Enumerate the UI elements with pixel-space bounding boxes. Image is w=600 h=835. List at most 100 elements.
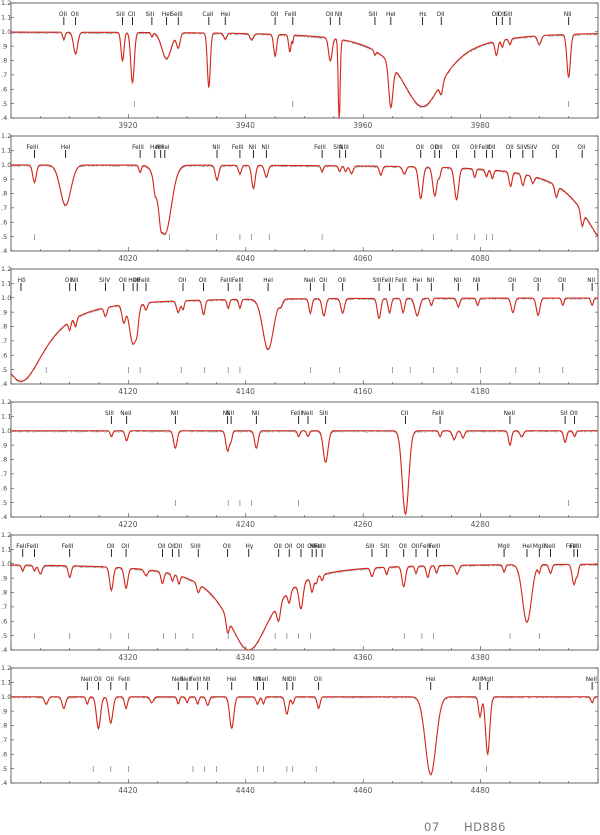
- line-id-label: NII: [223, 411, 231, 417]
- line-id-label: Hε: [419, 12, 427, 18]
- model-spectrum: [11, 696, 598, 775]
- line-id-label: OII: [307, 544, 315, 550]
- x-tick-label: 4060: [353, 254, 372, 263]
- line-id-label: HeI: [227, 677, 237, 683]
- y-tick-label: .9: [1, 441, 7, 449]
- y-tick-label: .5: [1, 632, 7, 640]
- y-tick-label: .6: [1, 484, 7, 492]
- y-tick-label: .5: [1, 366, 7, 374]
- x-tick-label: 3940: [236, 121, 255, 130]
- y-tick-label: .5: [1, 499, 7, 507]
- line-id-label: NeII: [302, 411, 314, 417]
- line-id-label: SeIII: [170, 12, 183, 18]
- line-id-label: OII: [430, 145, 438, 151]
- x-tick-label: 4340: [236, 653, 255, 662]
- line-id-label: OII: [284, 544, 292, 550]
- line-id-label: OII: [533, 278, 541, 284]
- line-id-label: NeII: [586, 677, 598, 683]
- x-tick-label: 4360: [353, 653, 372, 662]
- x-tick-label: 4160: [353, 387, 372, 396]
- line-id-label: OII: [558, 278, 566, 284]
- line-id-label: NII: [587, 278, 595, 284]
- x-tick-label: 4040: [236, 254, 255, 263]
- page-number: 07: [424, 820, 440, 834]
- line-id-label: OII: [470, 145, 478, 151]
- line-id-label: FeIII: [314, 544, 326, 550]
- y-tick-label: .7: [1, 470, 7, 478]
- line-id-label: OII: [199, 278, 207, 284]
- line-id-label: OII: [314, 677, 322, 683]
- y-tick-label: .8: [1, 589, 7, 597]
- y-tick-label: .4: [1, 247, 7, 255]
- line-id-label: OII: [274, 544, 282, 550]
- line-id-label: OII: [319, 278, 327, 284]
- line-id-label: NeII: [81, 677, 93, 683]
- line-id-label: FeIII: [479, 145, 491, 151]
- x-tick-label: 4240: [236, 520, 255, 529]
- line-id-label: Hδ: [18, 278, 26, 284]
- y-tick-label: 1.2: [1, 664, 11, 672]
- line-id-label: SIII: [369, 12, 378, 18]
- line-id-label: OII: [492, 12, 500, 18]
- line-id-label: SiIII: [190, 544, 201, 550]
- panel-frame: [10, 135, 599, 252]
- line-id-label: NII: [249, 145, 257, 151]
- line-id-label: HeI: [426, 677, 436, 683]
- line-id-label: OII: [119, 278, 127, 284]
- star-name: HD886: [463, 820, 506, 834]
- y-tick-label: .4: [1, 779, 7, 787]
- line-id-label: FeIII: [118, 677, 130, 683]
- x-tick-label: 4380: [471, 653, 490, 662]
- line-id-label: OII: [326, 12, 334, 18]
- line-id-label: FeIII: [395, 278, 407, 284]
- x-tick-label: 4460: [353, 786, 372, 795]
- y-tick-label: 1.1: [1, 679, 11, 687]
- line-id-label: OII: [106, 677, 114, 683]
- x-tick-label: 4180: [471, 387, 490, 396]
- line-id-label: OII: [158, 544, 166, 550]
- line-id-label: NII: [454, 278, 462, 284]
- y-tick-label: 1.1: [1, 147, 11, 155]
- line-id-label: HeI: [263, 278, 273, 284]
- y-tick-label: .8: [1, 190, 7, 198]
- line-id-label: HeI: [412, 278, 422, 284]
- y-tick-label: .7: [1, 204, 7, 212]
- line-id-label: MgII: [481, 677, 493, 683]
- line-id-label: FeIII: [382, 278, 394, 284]
- x-tick-label: 4440: [236, 786, 255, 795]
- line-id-label: NII: [212, 145, 220, 151]
- panel-frame: [10, 268, 599, 385]
- panel-frame: [10, 534, 599, 651]
- line-id-label: OII: [71, 12, 79, 18]
- x-tick-label: 4020: [118, 254, 137, 263]
- observed-spectrum: [10, 164, 599, 237]
- line-id-label: SII: [560, 411, 567, 417]
- x-tick-label: 3980: [471, 121, 490, 130]
- line-id-label: FeIII: [232, 145, 244, 151]
- line-id-label: OII: [488, 145, 496, 151]
- line-id-label: SIII: [380, 544, 389, 550]
- line-id-label: HeI: [61, 145, 71, 151]
- y-tick-label: 1.0: [1, 427, 11, 435]
- line-id-label: HeI: [221, 12, 231, 18]
- line-id-label: FeIII: [138, 278, 150, 284]
- observed-spectrum: [10, 429, 599, 516]
- y-tick-label: .5: [1, 100, 7, 108]
- line-id-label: NII: [564, 12, 572, 18]
- line-id-label: FeIII: [314, 145, 326, 151]
- line-id-label: SIII: [366, 544, 375, 550]
- y-tick-label: .7: [1, 337, 7, 345]
- line-id-label: NII: [226, 411, 234, 417]
- line-id-label: OII: [288, 677, 296, 683]
- line-id-label: Hγ: [246, 544, 254, 550]
- x-tick-label: 4260: [353, 520, 372, 529]
- line-id-label: OII: [411, 544, 419, 550]
- y-tick-label: .9: [1, 707, 7, 715]
- line-id-label: OII: [94, 677, 102, 683]
- y-tick-label: .8: [1, 323, 7, 331]
- line-id-label: NII: [203, 677, 211, 683]
- model-spectrum: [11, 430, 598, 516]
- y-tick-label: .9: [1, 175, 7, 183]
- line-id-label: HeI: [522, 544, 532, 550]
